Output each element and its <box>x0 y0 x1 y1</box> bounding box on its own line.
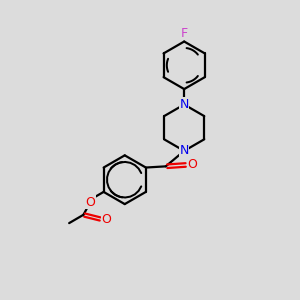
Text: O: O <box>188 158 197 171</box>
Text: N: N <box>179 98 189 111</box>
Text: N: N <box>179 144 189 158</box>
Text: O: O <box>102 213 112 226</box>
Text: F: F <box>181 27 188 40</box>
Text: O: O <box>85 196 95 209</box>
